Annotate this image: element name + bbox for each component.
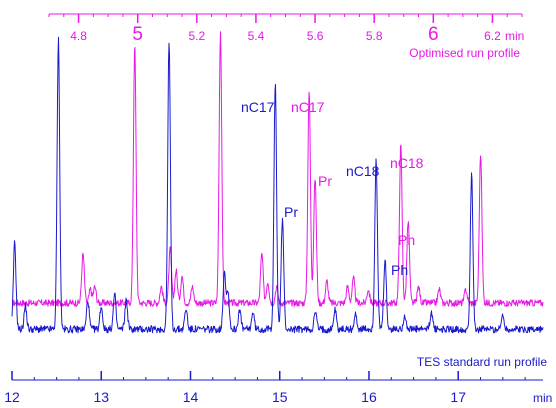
bottom-axis-tick-label: 13 [93,389,109,405]
bottom-axis-tick-label: 17 [450,389,466,405]
bottom-axis-tick-label: 16 [361,389,377,405]
peak-label-nc17-optimised: nC17 [291,99,325,115]
tes-standard-run-profile-label: TES standard run profile [417,355,547,369]
bottom-time-axis: 12 13 14 15 16 17 min [4,371,552,405]
top-axis-unit-label: min [505,29,524,43]
bottom-axis-tick-label: 14 [183,389,199,405]
peak-label-pr-tes: Pr [284,204,298,220]
peak-label-ph-tes: Ph [391,262,408,278]
top-time-axis: 4.8 5 5.2 5.4 5.6 5.8 6 6.2 min [48,13,524,45]
peak-label-pr-optimised: Pr [318,173,332,189]
top-axis-tick-label: 6.2 [484,29,501,43]
peak-label-nc18-tes: nC18 [346,163,380,179]
bottom-axis-unit-label: min [533,391,552,405]
top-axis-tick-label: 5.6 [307,29,324,43]
top-axis-tick-label: 5.4 [248,29,265,43]
peak-label-nc17-tes: nC17 [241,99,275,115]
top-axis-tick-label: 6 [428,24,439,45]
top-axis-tick-label: 4.8 [70,29,87,43]
peak-label-nc18-optimised: nC18 [390,155,424,171]
top-axis-tick-label: 5 [132,24,143,45]
top-axis-tick-label: 5.2 [188,29,205,43]
bottom-axis-tick-label: 12 [4,389,20,405]
optimised-run-profile-label: Optimised run profile [409,46,520,60]
bottom-axis-tick-label: 15 [272,389,288,405]
tes-standard-run-trace [11,36,544,334]
top-axis-tick-label: 5.8 [366,29,383,43]
peak-label-ph-optimised: Ph [398,232,415,248]
